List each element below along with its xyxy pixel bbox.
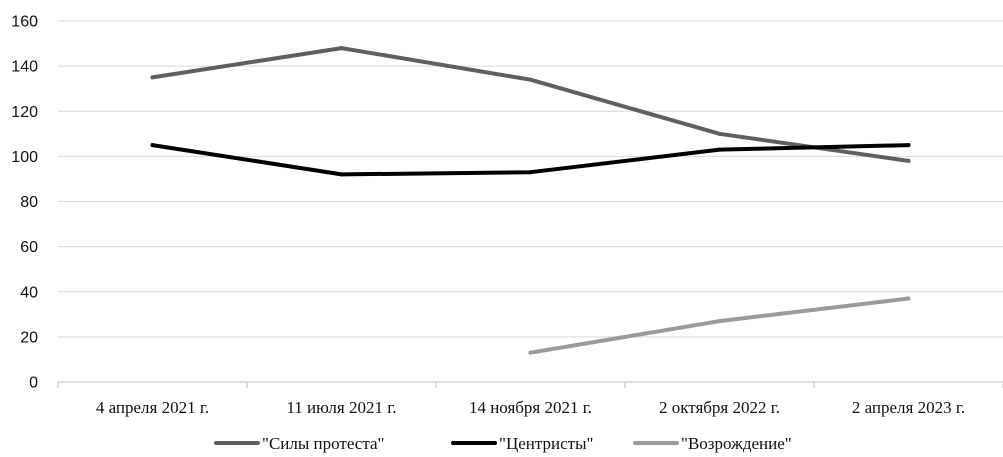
y-tick-label: 80 bbox=[20, 194, 38, 211]
data-point bbox=[528, 170, 533, 175]
y-axis-ticks: 0 20 40 60 80 100 120 140 160 bbox=[11, 14, 38, 392]
data-point bbox=[528, 77, 533, 82]
data-point bbox=[717, 147, 722, 152]
x-tick-label: 2 апреля 2023 г. bbox=[852, 398, 965, 417]
y-tick-label: 120 bbox=[11, 104, 38, 121]
series-lines bbox=[150, 46, 911, 355]
y-tick-label: 60 bbox=[20, 239, 38, 256]
data-point bbox=[150, 143, 155, 148]
y-tick-label: 0 bbox=[29, 375, 38, 392]
x-tick-label: 11 июля 2021 г. bbox=[286, 398, 396, 417]
data-point bbox=[150, 75, 155, 80]
data-point bbox=[906, 296, 911, 301]
legend-label: "Возрождение" bbox=[681, 434, 792, 453]
series-line-2 bbox=[150, 143, 911, 177]
data-point bbox=[339, 46, 344, 51]
series-line-3 bbox=[528, 296, 911, 355]
legend: "Силы протеста" "Центристы" "Возрождение" bbox=[214, 434, 792, 453]
y-tick-label: 160 bbox=[11, 14, 38, 31]
x-axis: 4 апреля 2021 г. 11 июля 2021 г. 14 ноября… bbox=[57, 381, 1003, 417]
data-point bbox=[906, 158, 911, 163]
data-point bbox=[528, 350, 533, 355]
y-tick-label: 20 bbox=[20, 329, 38, 346]
data-point bbox=[717, 131, 722, 136]
x-tick-label: 2 октября 2022 г. bbox=[659, 398, 780, 417]
data-point bbox=[339, 172, 344, 177]
data-point bbox=[906, 143, 911, 148]
y-tick-label: 140 bbox=[11, 59, 38, 76]
x-tick-label: 14 ноября 2021 г. bbox=[469, 398, 592, 417]
data-point bbox=[717, 319, 722, 324]
legend-label: "Силы протеста" bbox=[262, 434, 384, 453]
x-tick-label: 4 апреля 2021 г. bbox=[96, 398, 209, 417]
y-tick-label: 40 bbox=[20, 284, 38, 301]
series-line-1 bbox=[150, 46, 911, 163]
legend-label: "Центристы" bbox=[499, 434, 593, 453]
y-tick-label: 100 bbox=[11, 149, 38, 166]
